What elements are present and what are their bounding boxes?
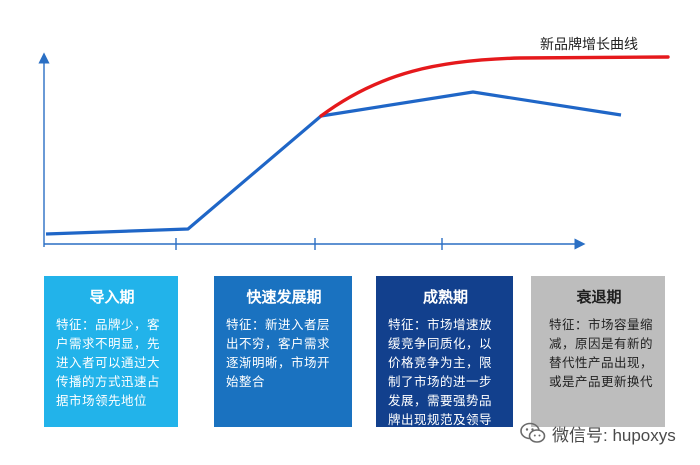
stage-title: 衰退期 <box>576 288 622 306</box>
stage-description: 特征：新进入者层出不穷，客户需求逐渐明晰，市场开始整合 <box>226 317 331 389</box>
stage-card-decline: 衰退期 特征：市场容量缩减，原因是有新的替代性产品出现，或是产品更新换代 <box>531 276 665 427</box>
stage-description: 特征：品牌少，客户需求不明显，先进入者可以通过大传播的方式迅速占据市场领先地位 <box>56 317 161 408</box>
wechat-icon <box>520 422 546 443</box>
new-brand-growth-curve <box>319 55 670 118</box>
stage-description: 特征：市场容量缩减，原因是有新的替代性产品出现，或是产品更新换代 <box>549 317 654 389</box>
stage-card-maturity: 成熟期 特征：市场增速放缓竞争同质化，以价格竞争为主，限制了市场的进一步发展，需… <box>376 276 513 446</box>
stage-title: 成熟期 <box>422 288 468 306</box>
watermark-text: 微信号: hupoxys <box>552 425 676 445</box>
curve-label: 新品牌增长曲线 <box>540 37 638 53</box>
stage-card-growth: 快速发展期 特征：新进入者层出不穷，客户需求逐渐明晰，市场开始整合 <box>214 276 352 427</box>
stage-title: 导入期 <box>89 288 135 306</box>
watermark: 微信号: hupoxys <box>520 420 690 446</box>
stage-description: 特征：市场增速放缓竞争同质化，以价格竞争为主，限制了市场的进一步发展，需要强势品… <box>388 317 493 446</box>
lifecycle-curve <box>45 90 622 236</box>
stage-title: 快速发展期 <box>246 288 322 306</box>
stage-card-introduction: 导入期 特征：品牌少，客户需求不明显，先进入者可以通过大传播的方式迅速占据市场领… <box>44 276 178 427</box>
